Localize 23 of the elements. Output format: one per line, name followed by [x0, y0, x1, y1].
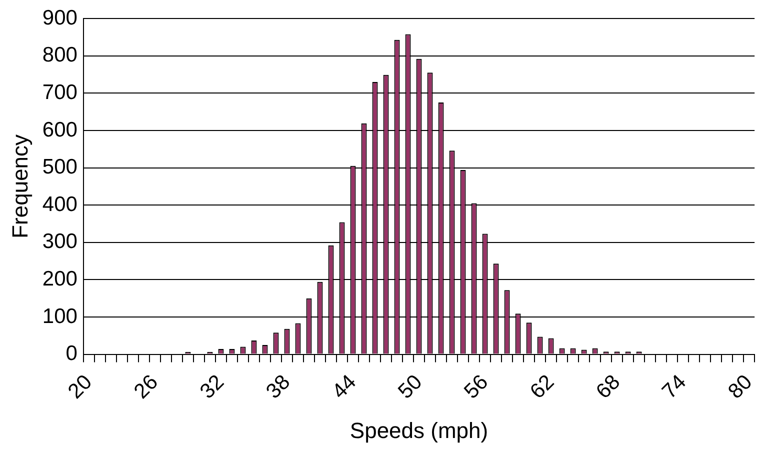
- x-tick-label: 38: [262, 370, 295, 404]
- x-tick-label: 50: [394, 370, 427, 404]
- x-tick-label: 20: [64, 370, 97, 404]
- y-axis-title: Frequency: [7, 134, 32, 238]
- y-tick-label: 300: [42, 230, 78, 254]
- x-tick-label: 26: [130, 370, 163, 404]
- x-tick-label: 80: [724, 370, 757, 404]
- y-tick-label: 800: [42, 44, 78, 67]
- y-tick-label: 600: [42, 118, 78, 142]
- x-tick-label: 68: [592, 370, 625, 404]
- x-tick-label: 56: [460, 370, 493, 404]
- x-axis-title: Speeds (mph): [350, 418, 488, 443]
- x-tick-label: 62: [526, 370, 559, 404]
- x-tick-label: 74: [658, 370, 691, 404]
- y-tick-label: 200: [42, 267, 78, 290]
- y-tick-label: 400: [42, 192, 78, 216]
- y-tick-label: 900: [42, 6, 78, 30]
- y-tick-label: 100: [42, 304, 78, 328]
- y-tick-label: 500: [42, 156, 78, 179]
- y-tick-label: 0: [66, 342, 78, 366]
- x-tick-label: 32: [196, 370, 229, 404]
- x-tick-label: 44: [328, 370, 361, 404]
- y-tick-label: 700: [42, 80, 78, 104]
